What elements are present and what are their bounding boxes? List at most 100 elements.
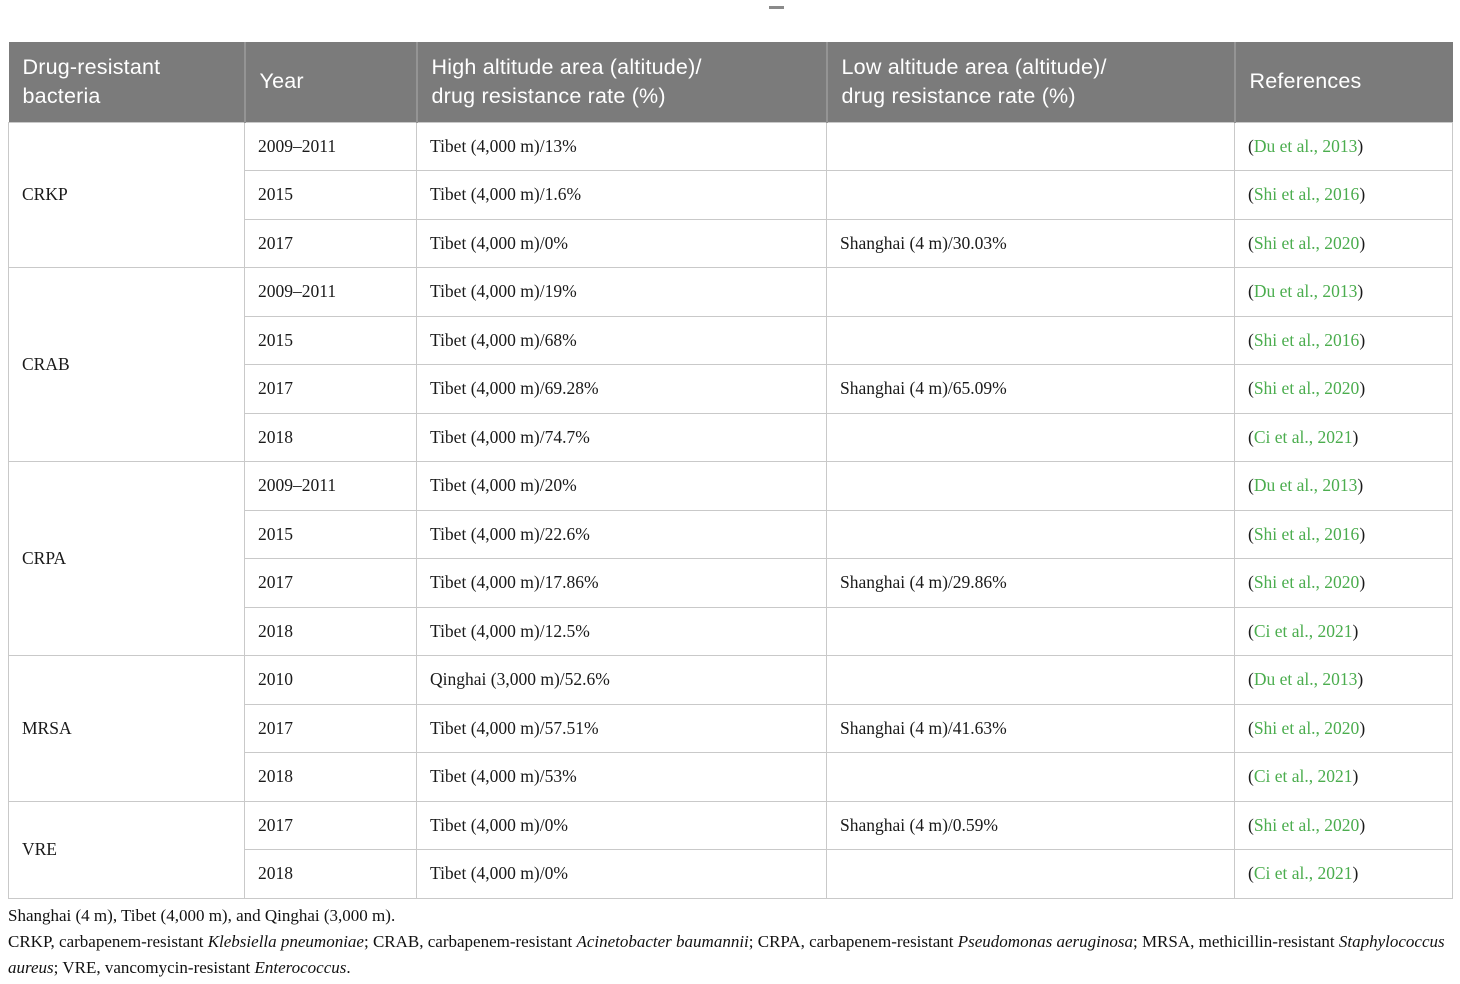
low-altitude-cell (826, 170, 1235, 220)
high-altitude-cell: Tibet (4,000 m)/20% (416, 461, 827, 511)
table-footnotes: Shanghai (4 m), Tibet (4,000 m), and Qin… (8, 903, 1456, 981)
year-cell: 2018 (244, 606, 417, 656)
drug-resistance-table: Drug-resistant bacteria Year High altitude… (8, 42, 1453, 899)
reference-link[interactable]: Du et al., 2013 (1253, 135, 1358, 156)
reference-link[interactable]: Ci et al., 2021 (1253, 620, 1353, 641)
reference-link[interactable]: Ci et al., 2021 (1253, 426, 1353, 447)
reference-paren-open: ( (1248, 766, 1254, 787)
high-altitude-cell: Tibet (4,000 m)/17.86% (416, 558, 827, 608)
table-row: 2015 Tibet (4,000 m)/68% (Shi et al., 2016… (9, 315, 1453, 365)
reference-link[interactable]: Shi et al., 2020 (1253, 814, 1360, 835)
reference-link[interactable]: Ci et al., 2021 (1253, 766, 1353, 787)
table-row: MRSA 2010 Qinghai (3,000 m)/52.6% (Du et al… (8, 655, 1453, 802)
year-cell: 2018 (244, 849, 417, 899)
year-cell: 2015 (244, 315, 417, 365)
year-cell: 2009–2011 (244, 461, 417, 511)
low-altitude-cell: Shanghai (4 m)/65.09% (826, 364, 1235, 414)
species-name: Acinetobacter baumannii (576, 932, 749, 951)
reference-paren-close: ) (1359, 814, 1366, 835)
table-row: CRPA 2009–2011 Tibet (4,000 m)/20% (Du et a… (8, 461, 1453, 656)
reference-paren-close: ) (1359, 717, 1366, 738)
year-cell: 2017 (244, 703, 417, 753)
low-altitude-cell: Shanghai (4 m)/29.86% (826, 558, 1235, 608)
high-altitude-cell: Tibet (4,000 m)/69.28% (416, 364, 827, 414)
low-altitude-cell (826, 121, 1235, 171)
reference-paren-close: ) (1352, 863, 1359, 884)
footnote-altitudes: Shanghai (4 m), Tibet (4,000 m), and Qin… (8, 906, 396, 925)
references-cell: (Du et al., 2013) (1234, 267, 1453, 317)
year-cell: 2017 (244, 558, 417, 608)
references-cell: (Ci et al., 2021) (1234, 412, 1453, 462)
footnote-abbreviations: CRKP, carbapenem-resistant Klebsiella pn… (8, 929, 1456, 981)
reference-paren-open: ( (1248, 717, 1254, 738)
references-cell: (Shi et al., 2020) (1234, 703, 1453, 753)
low-altitude-cell: Shanghai (4 m)/30.03% (826, 218, 1235, 268)
table-header: Drug-resistant bacteria Year High altitude… (8, 42, 1453, 122)
reference-paren-close: ) (1359, 184, 1366, 205)
reference-paren-close: ) (1359, 329, 1366, 350)
table-row: 2015 Tibet (4,000 m)/22.6% (Shi et al., 20… (9, 509, 1453, 559)
low-altitude-cell (826, 509, 1235, 559)
reference-link[interactable]: Shi et al., 2020 (1253, 717, 1360, 738)
reference-paren-open: ( (1248, 523, 1254, 544)
reference-paren-open: ( (1248, 814, 1254, 835)
reference-link[interactable]: Shi et al., 2016 (1253, 329, 1360, 350)
reference-link[interactable]: Ci et al., 2021 (1253, 863, 1353, 884)
reference-paren-close: ) (1359, 572, 1366, 593)
table-row: 2018 Tibet (4,000 m)/0% (Ci et al., 2021) (9, 849, 1453, 899)
footnote-text: ; CRAB, carbapenem-resistant (363, 932, 577, 951)
references-cell: (Shi et al., 2020) (1234, 800, 1453, 850)
reference-paren-open: ( (1248, 620, 1254, 641)
table-row: CRAB 2009–2011 Tibet (4,000 m)/19% (Du et a… (8, 267, 1453, 462)
drug-resistance-table-container: Drug-resistant bacteria Year High altitude… (8, 42, 1453, 899)
reference-paren-open: ( (1248, 329, 1254, 350)
year-cell: 2015 (244, 170, 417, 220)
reference-paren-open: ( (1248, 426, 1254, 447)
column-header-year: Year (243, 42, 417, 122)
references-cell: (Shi et al., 2020) (1234, 364, 1453, 414)
table-row: 2017 Tibet (4,000 m)/69.28% Shanghai (4 m)… (9, 364, 1453, 414)
reference-link[interactable]: Du et al., 2013 (1253, 669, 1358, 690)
high-altitude-cell: Tibet (4,000 m)/74.7% (416, 412, 827, 462)
reference-paren-close: ) (1352, 620, 1359, 641)
reference-paren-open: ( (1248, 184, 1254, 205)
reference-paren-close: ) (1352, 766, 1359, 787)
species-name: Pseudomonas aeruginosa (957, 932, 1133, 951)
footnote-text: ; VRE, vancomycin-resistant (53, 958, 255, 977)
column-header-low: Low altitude area (altitude)/ drug resis… (825, 42, 1235, 122)
reference-paren-open: ( (1248, 863, 1254, 884)
high-altitude-cell: Tibet (4,000 m)/1.6% (416, 170, 827, 220)
footnote-text: . (346, 958, 351, 977)
references-cell: (Ci et al., 2021) (1234, 606, 1453, 656)
year-cell: 2017 (244, 218, 417, 268)
low-altitude-cell (826, 655, 1235, 705)
header-row: Drug-resistant bacteria Year High altitude… (8, 42, 1453, 122)
reference-link[interactable]: Du et al., 2013 (1253, 475, 1358, 496)
reference-paren-open: ( (1248, 669, 1254, 690)
reference-paren-open: ( (1248, 475, 1254, 496)
year-cell: 2017 (244, 364, 417, 414)
footnote-text: CRKP, carbapenem-resistant (8, 932, 208, 951)
high-altitude-cell: Tibet (4,000 m)/68% (416, 315, 827, 365)
reference-link[interactable]: Shi et al., 2020 (1253, 232, 1360, 253)
reference-link[interactable]: Shi et al., 2016 (1253, 523, 1360, 544)
low-altitude-cell (826, 461, 1235, 511)
references-cell: (Du et al., 2013) (1234, 121, 1453, 171)
year-cell: 2015 (244, 509, 417, 559)
reference-paren-close: ) (1357, 281, 1364, 302)
footnote-text: ; CRPA, carbapenem-resistant (748, 932, 958, 951)
reference-link[interactable]: Du et al., 2013 (1253, 281, 1358, 302)
table-body: CRKP 2009–2011 Tibet (4,000 m)/13% (Du et a… (8, 121, 1453, 899)
low-altitude-cell (826, 412, 1235, 462)
reference-paren-open: ( (1248, 572, 1254, 593)
species-name: Enterococcus (254, 958, 347, 977)
references-cell: (Du et al., 2013) (1234, 461, 1453, 511)
references-cell: (Shi et al., 2016) (1234, 170, 1453, 220)
reference-link[interactable]: Shi et al., 2020 (1253, 378, 1360, 399)
reference-paren-close: ) (1357, 475, 1364, 496)
reference-link[interactable]: Shi et al., 2016 (1253, 184, 1360, 205)
references-cell: (Shi et al., 2020) (1234, 558, 1453, 608)
reference-link[interactable]: Shi et al., 2020 (1253, 572, 1360, 593)
table-row: 2017 Tibet (4,000 m)/0% Shanghai (4 m)/30.… (9, 218, 1453, 268)
bacteria-cell: VRE (8, 800, 245, 899)
